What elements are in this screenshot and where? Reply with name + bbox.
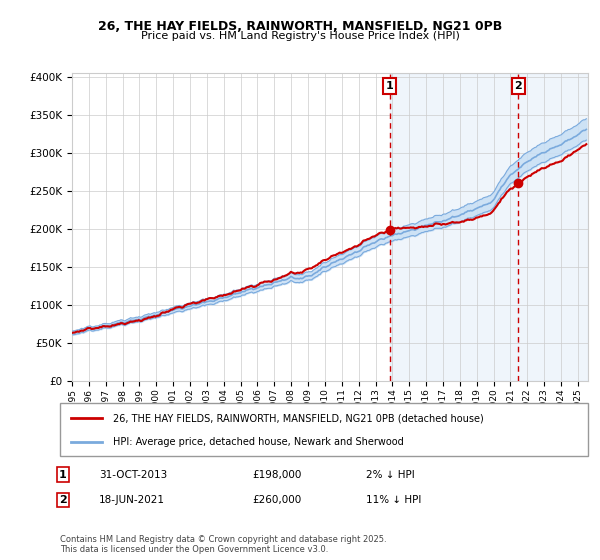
Text: Contains HM Land Registry data © Crown copyright and database right 2025.
This d: Contains HM Land Registry data © Crown c… bbox=[60, 535, 386, 554]
Text: £198,000: £198,000 bbox=[252, 470, 301, 479]
Text: 2: 2 bbox=[59, 495, 67, 505]
Text: Price paid vs. HM Land Registry's House Price Index (HPI): Price paid vs. HM Land Registry's House … bbox=[140, 31, 460, 41]
Text: 1: 1 bbox=[59, 470, 67, 479]
Text: 2: 2 bbox=[514, 81, 522, 91]
Text: 11% ↓ HPI: 11% ↓ HPI bbox=[366, 495, 421, 505]
Text: 26, THE HAY FIELDS, RAINWORTH, MANSFIELD, NG21 0PB (detached house): 26, THE HAY FIELDS, RAINWORTH, MANSFIELD… bbox=[113, 413, 484, 423]
Text: 18-JUN-2021: 18-JUN-2021 bbox=[99, 495, 165, 505]
FancyBboxPatch shape bbox=[60, 403, 588, 456]
Text: 26, THE HAY FIELDS, RAINWORTH, MANSFIELD, NG21 0PB: 26, THE HAY FIELDS, RAINWORTH, MANSFIELD… bbox=[98, 20, 502, 32]
Text: 2% ↓ HPI: 2% ↓ HPI bbox=[366, 470, 415, 479]
Text: 31-OCT-2013: 31-OCT-2013 bbox=[99, 470, 167, 479]
Text: £260,000: £260,000 bbox=[252, 495, 301, 505]
Bar bbox=[389, 73, 588, 381]
Text: 1: 1 bbox=[386, 81, 394, 91]
Text: HPI: Average price, detached house, Newark and Sherwood: HPI: Average price, detached house, Newa… bbox=[113, 436, 404, 446]
